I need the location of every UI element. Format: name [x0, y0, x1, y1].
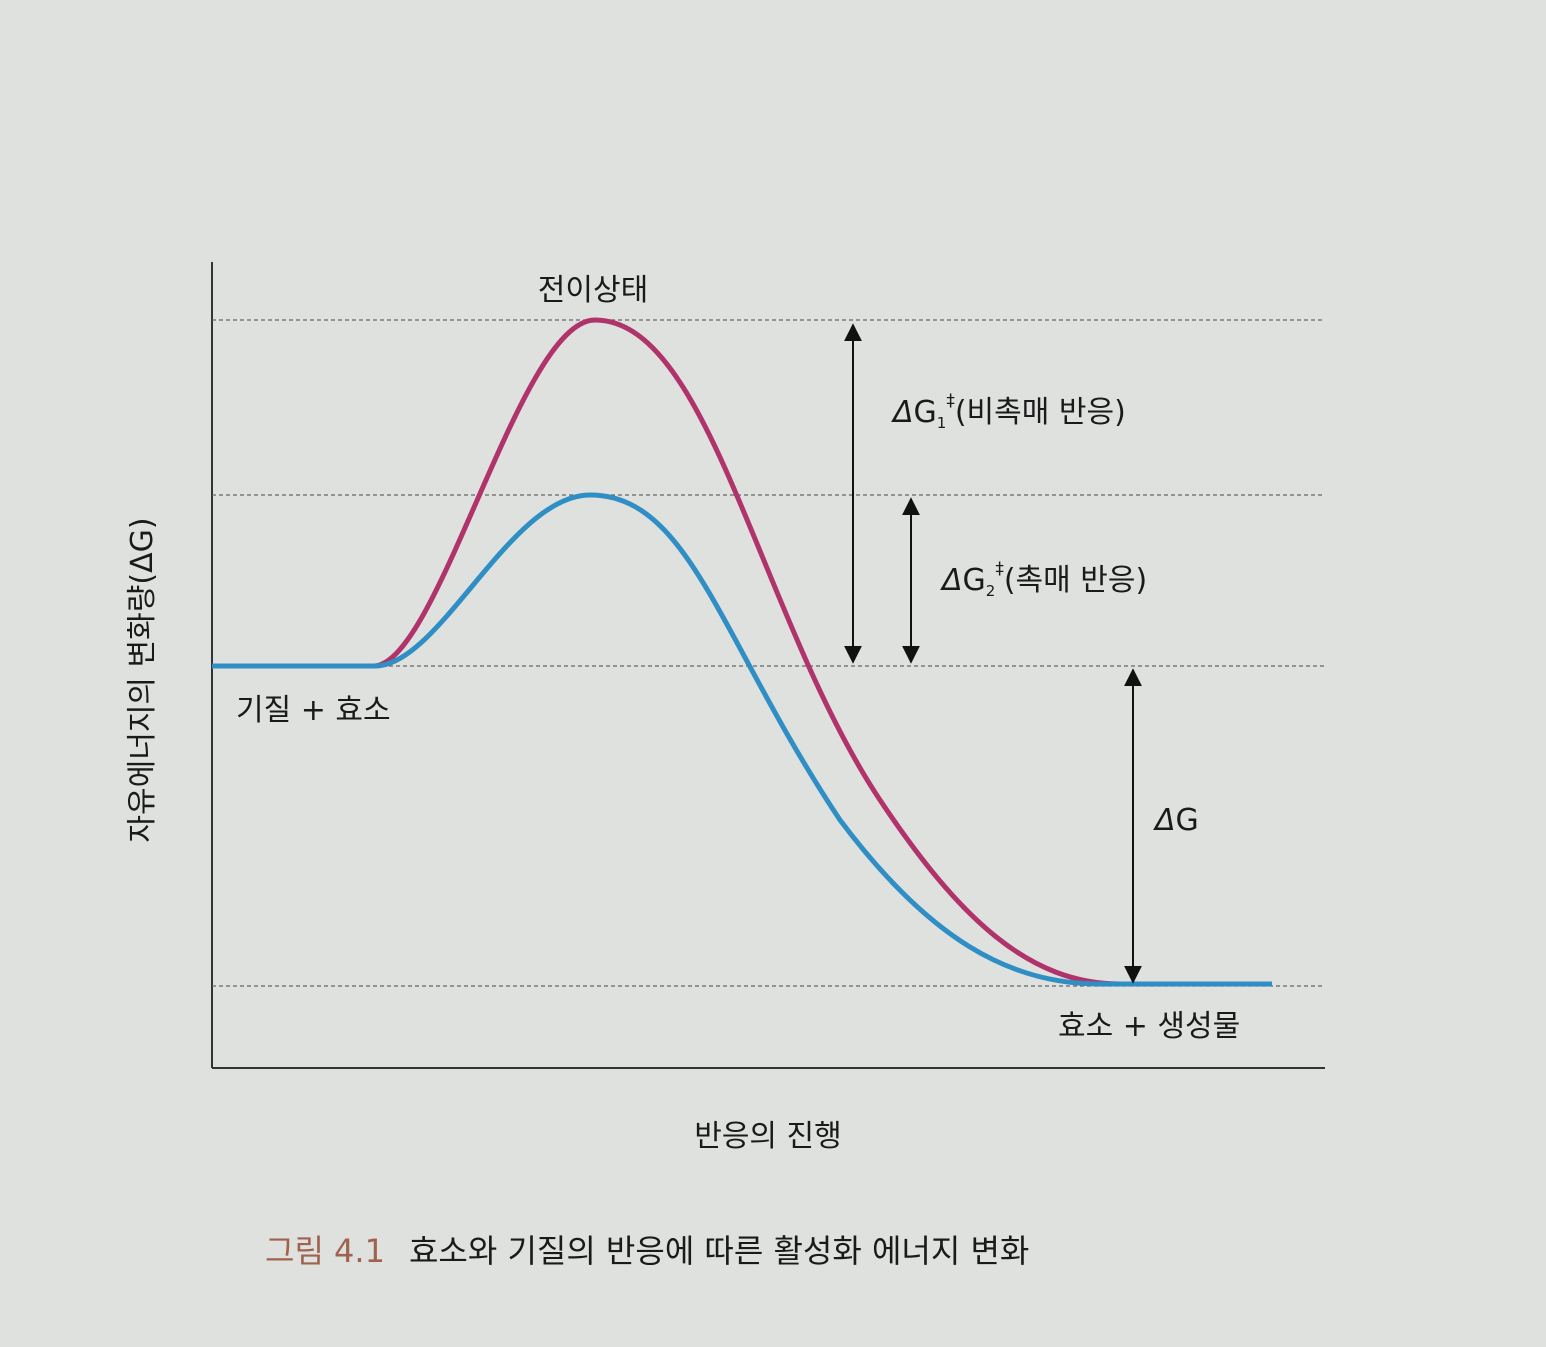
delta-g1-label: ΔG1 ‡(비촉매 반응) [891, 391, 1126, 432]
x-axis-label: 반응의 진행 [694, 1119, 842, 1154]
delta-g-label: ΔG [1153, 803, 1199, 838]
subscript: 2 [986, 582, 996, 600]
catalyzed-description: (촉매 반응) [1004, 563, 1147, 598]
y-axis-label: 자유에너지의 변화량(ΔG) [125, 517, 160, 842]
g-symbol: G [963, 563, 986, 598]
figure-number: 그림 4.1 [265, 1232, 385, 1270]
uncatalyzed-description: (비촉매 반응) [955, 395, 1126, 430]
figure-caption: 그림 4.1 효소와 기질의 반응에 따른 활성화 에너지 변화 [265, 1232, 1029, 1270]
subscript: 1 [937, 414, 947, 432]
g-symbol: G [914, 395, 937, 430]
delta-symbol: Δ [1153, 803, 1176, 838]
figure-caption-text: 효소와 기질의 반응에 따른 활성화 에너지 변화 [409, 1232, 1029, 1270]
products-label: 효소 + 생성물 [1058, 1009, 1240, 1044]
dagger-symbol: ‡ [995, 559, 1004, 579]
delta-symbol: Δ [891, 395, 914, 430]
delta-symbol: Δ [940, 563, 963, 598]
reactants-label: 기질 + 효소 [236, 693, 391, 728]
dagger-symbol: ‡ [946, 391, 955, 411]
uncatalyzed-reaction-curve [374, 317, 1121, 987]
g-symbol: G [1176, 803, 1199, 838]
transition-state-label: 전이상태 [538, 273, 648, 308]
catalyzed-reaction-curve [212, 492, 1272, 987]
delta-g2-label: ΔG2 ‡(촉매 반응) [940, 559, 1147, 600]
